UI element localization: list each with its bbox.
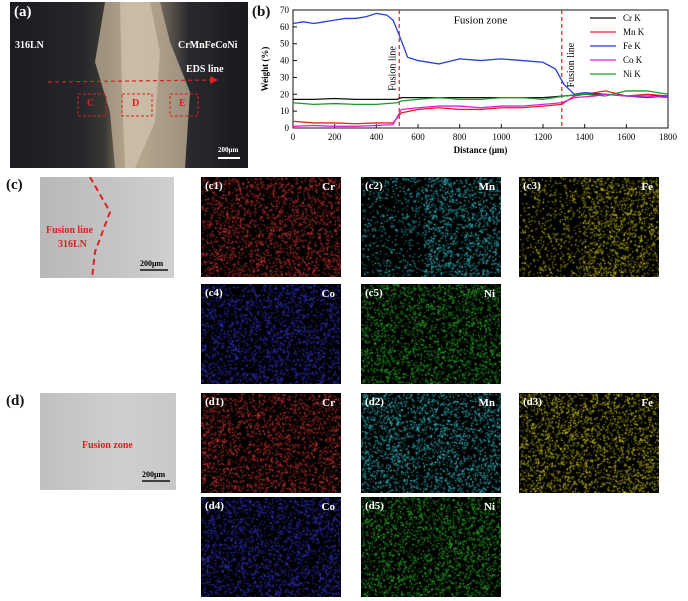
eds-map-element: Ni: [484, 288, 495, 300]
box-c-label: C: [87, 98, 94, 109]
panel-letter-c: (c): [6, 177, 23, 194]
x-tick-label: 1000: [492, 132, 511, 142]
eds-map-element: Fe: [641, 181, 653, 193]
plot-frame: [293, 10, 668, 128]
x-tick-label: 1800: [659, 132, 678, 142]
eds-map-element: Mn: [479, 397, 496, 409]
scale-label-d: 200μm: [142, 470, 165, 479]
sem-image-c: Fusion line 316LN 200μm: [40, 177, 174, 278]
eds-map-cr: (d1) Cr: [201, 393, 341, 493]
eds-map-ni: (d5) Ni: [361, 497, 501, 597]
y-tick-label: 70: [280, 5, 290, 15]
weld-texture: [10, 2, 248, 168]
weld-micrograph: (a) 316LN CrMnFeCoNi EDS line C D E 200μ…: [10, 2, 248, 168]
legend-label: Mn K: [623, 27, 645, 37]
legend-label: Ni K: [623, 69, 641, 79]
x-tick-label: 800: [453, 132, 467, 142]
fusion-line-annotation-2: Fusion line: [566, 42, 577, 87]
y-axis-label: Weight (%): [260, 47, 270, 92]
eds-map-element: Fe: [641, 397, 653, 409]
eds-map-element: Cr: [322, 397, 335, 409]
eds-map-cr: (c1) Cr: [201, 177, 341, 277]
eds-map-label: (d1): [205, 396, 224, 408]
left-material-label: 316LN: [15, 40, 44, 51]
legend-label: Cr K: [623, 13, 641, 23]
eds-map-element: Cr: [322, 181, 335, 193]
box-e-label: E: [179, 98, 186, 109]
eds-map-co: (d4) Co: [201, 497, 341, 597]
eds-map-mn: (d2) Mn: [361, 393, 501, 493]
panel-letter-d: (d): [6, 393, 24, 410]
eds-map-ni: (c5) Ni: [361, 284, 501, 384]
x-tick-label: 400: [370, 132, 384, 142]
fusion-line-label: Fusion line: [46, 225, 93, 236]
x-tick-label: 200: [328, 132, 342, 142]
x-axis-label: Distance (μm): [454, 145, 508, 155]
legend-label: Co K: [623, 55, 643, 65]
eds-map-mn: (c2) Mn: [361, 177, 501, 277]
right-material-label: CrMnFeCoNi: [178, 40, 237, 51]
x-tick-label: 1200: [534, 132, 553, 142]
eds-map-element: Mn: [479, 181, 496, 193]
eds-map-element: Ni: [484, 501, 495, 513]
y-tick-label: 30: [280, 72, 290, 82]
y-tick-label: 60: [280, 22, 290, 32]
panel-letter-a: (a): [14, 4, 32, 21]
eds-map-label: (d3): [523, 396, 542, 408]
material-label-c: 316LN: [58, 239, 87, 250]
x-tick-label: 1400: [576, 132, 595, 142]
eds-map-co: (c4) Co: [201, 284, 341, 384]
y-tick-label: 0: [285, 123, 290, 133]
eds-map-label: (d4): [205, 500, 224, 512]
eds-map-fe: (d3) Fe: [519, 393, 659, 493]
y-tick-label: 40: [280, 56, 290, 66]
x-tick-label: 600: [411, 132, 425, 142]
box-d-label: D: [132, 98, 139, 109]
eds-line-chart: 0 200 400 600 800 1000 1200 1400 1600 1800 0 10 20 30…: [248, 0, 688, 172]
eds-map-label: (d5): [365, 500, 384, 512]
eds-map-label: (d2): [365, 396, 384, 408]
fusion-zone-label-d: Fusion zone: [82, 440, 133, 451]
scale-label-c: 200μm: [140, 259, 163, 268]
eds-map-label: (c5): [365, 287, 383, 299]
eds-map-element: Co: [322, 288, 335, 300]
eds-map-label: (c4): [205, 287, 223, 299]
fusion-zone-annotation: Fusion zone: [454, 14, 508, 26]
eds-map-label: (c2): [365, 180, 383, 192]
eds-map-label: (c1): [205, 180, 223, 192]
eds-line-label: EDS line: [186, 64, 224, 75]
eds-map-fe: (c3) Fe: [519, 177, 659, 277]
scale-bar-label: 200μm: [218, 146, 238, 154]
eds-map-element: Co: [322, 501, 335, 513]
x-tick-label: 0: [291, 132, 296, 142]
fusion-line-annotation-1: Fusion line: [387, 46, 398, 91]
y-tick-label: 10: [280, 106, 290, 116]
sem-image-d: Fusion zone 200μm: [40, 393, 176, 490]
x-tick-label: 1600: [617, 132, 636, 142]
eds-map-label: (c3): [523, 180, 541, 192]
y-tick-label: 50: [280, 39, 290, 49]
legend-label: Fe K: [623, 41, 641, 51]
y-tick-label: 20: [280, 89, 290, 99]
